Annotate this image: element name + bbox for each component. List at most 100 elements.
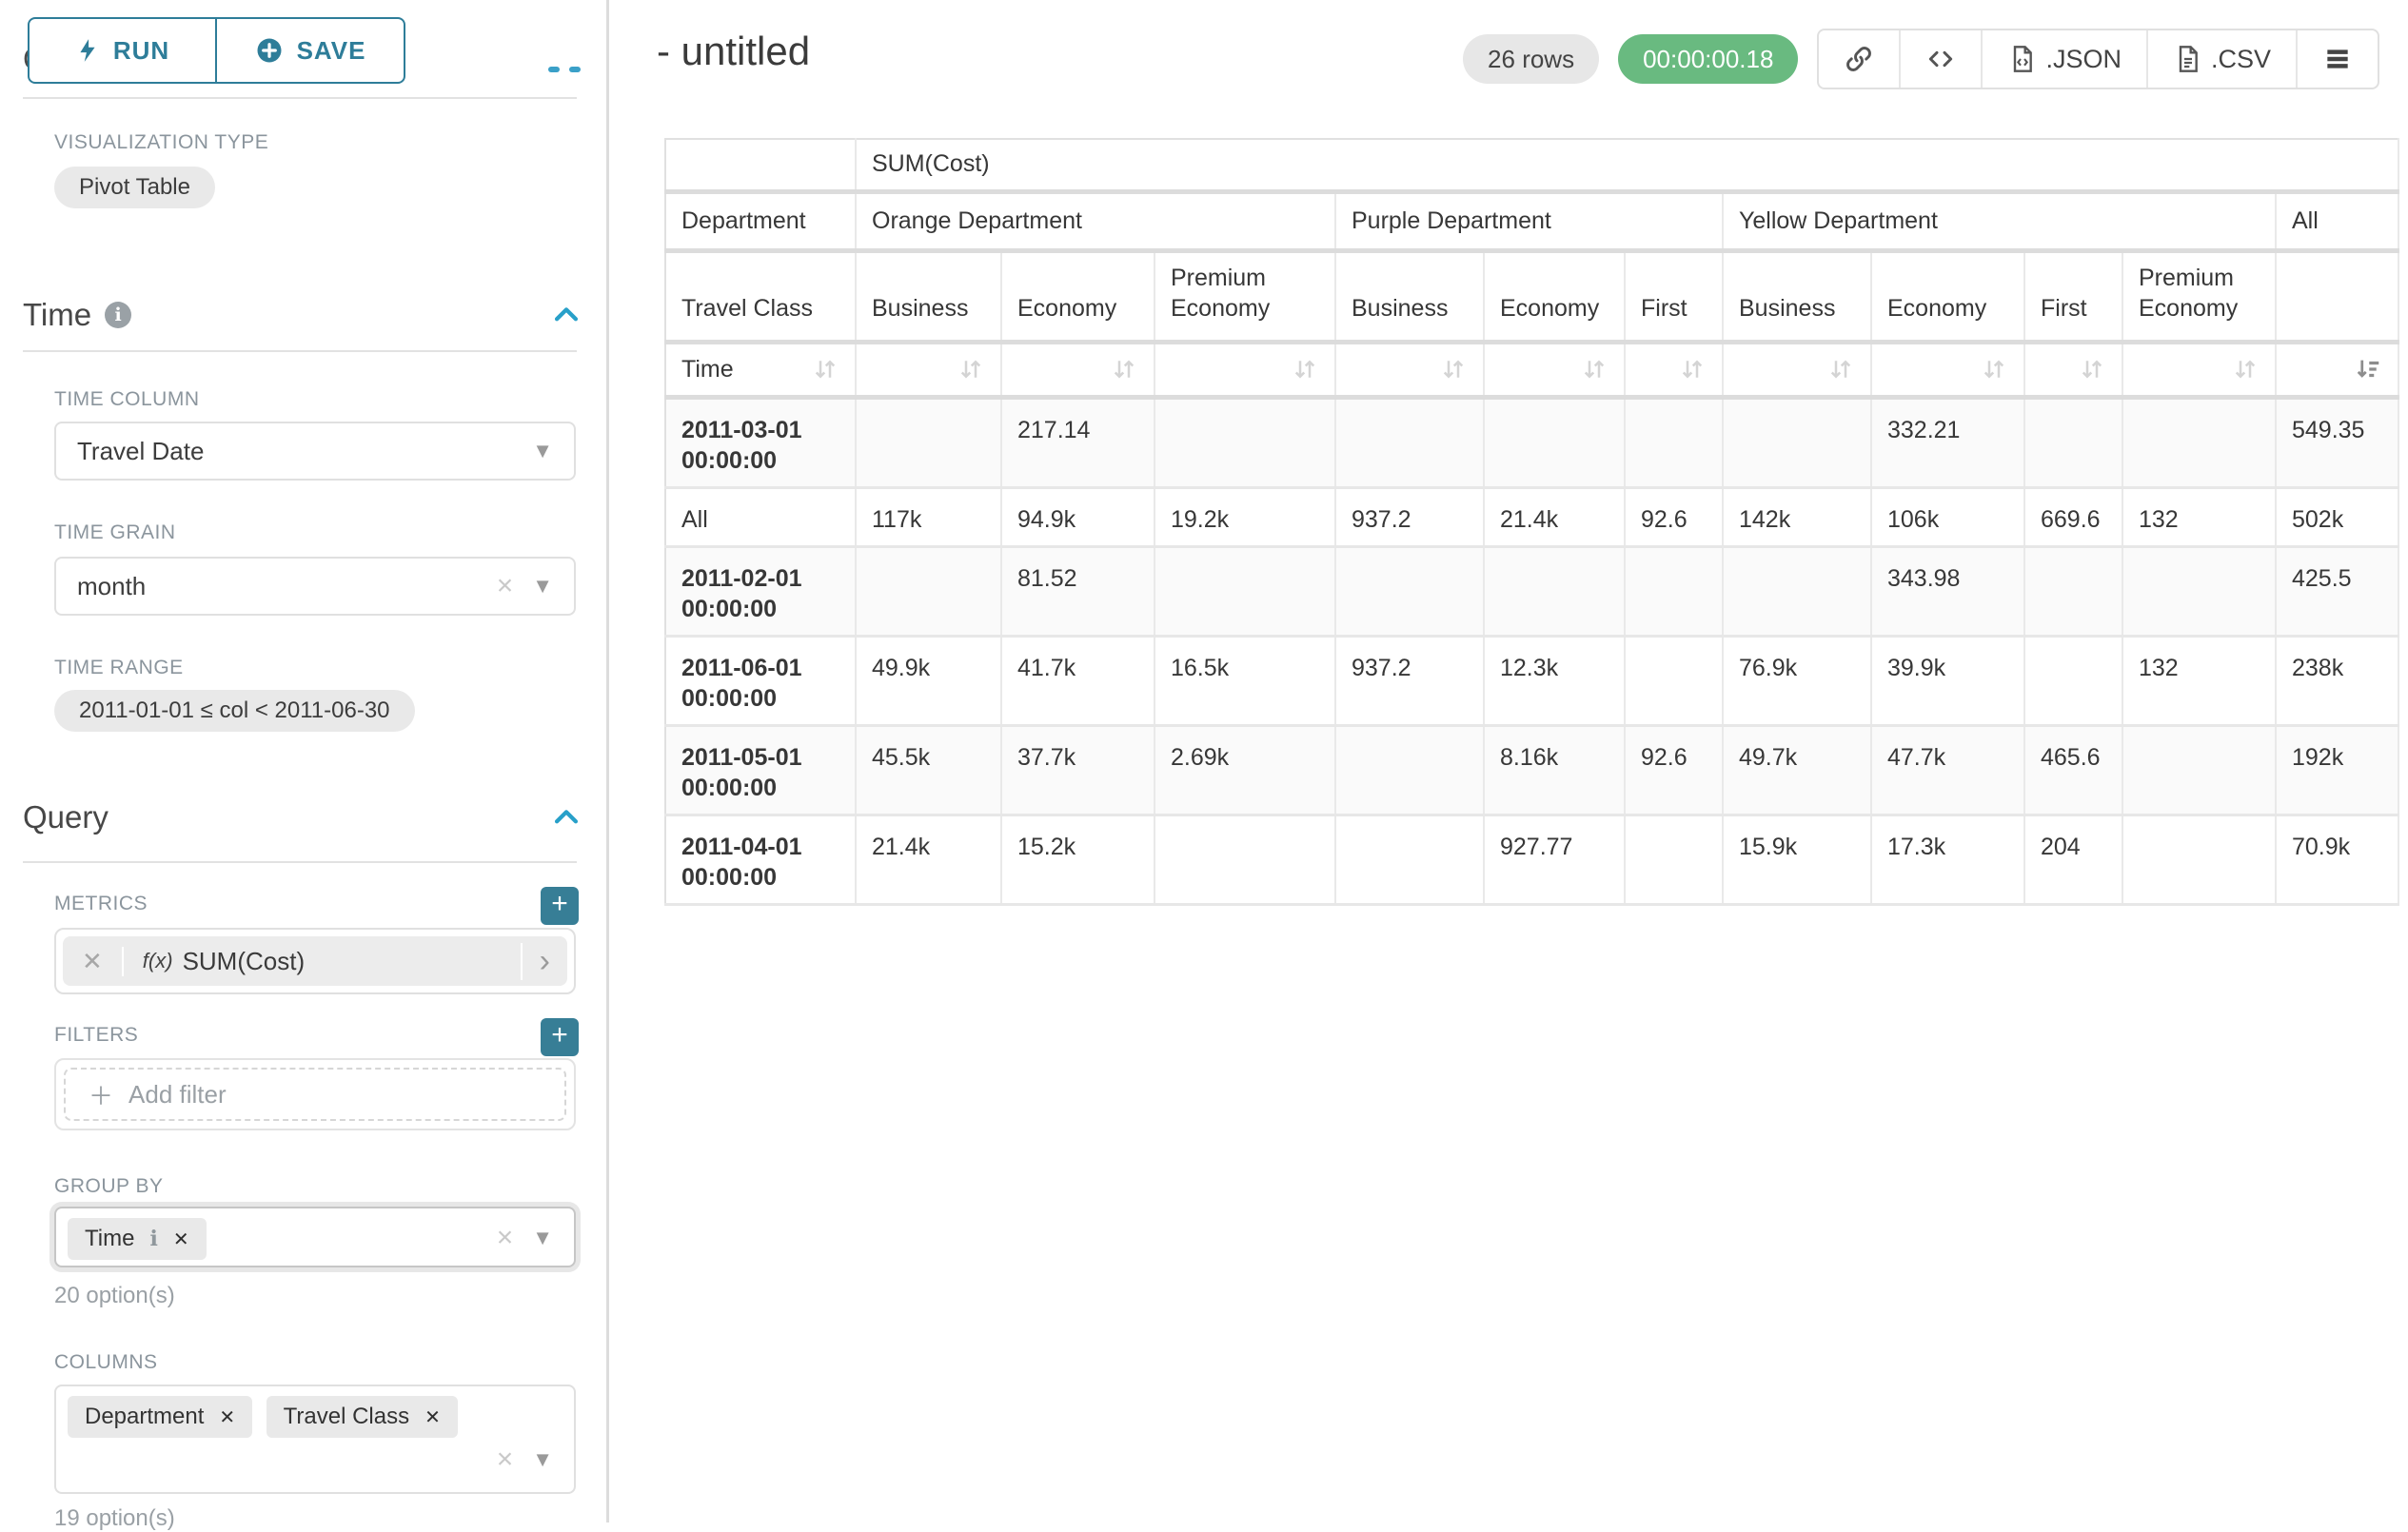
- sort-toggle-icon[interactable]: [1678, 355, 1707, 383]
- section-divider: [23, 97, 577, 99]
- sort-toggle-icon[interactable]: [1110, 355, 1138, 383]
- sort-toggle-icon[interactable]: [1980, 355, 2008, 383]
- time-column-value: Travel Date: [77, 436, 205, 465]
- metric-chip[interactable]: ✕ f(x) SUM(Cost) ›: [63, 936, 567, 986]
- chevron-up-icon[interactable]: [550, 801, 582, 834]
- pivot-value-cell: [1625, 636, 1724, 727]
- save-button[interactable]: SAVE: [216, 17, 405, 84]
- columns-chip[interactable]: Travel Class ✕: [266, 1396, 458, 1438]
- pivot-value-cell: [856, 397, 1002, 489]
- pivot-value-cell: [1155, 815, 1336, 906]
- chip-label: Travel Class: [283, 1404, 410, 1429]
- time-range-pill[interactable]: 2011-01-01 ≤ col < 2011-06-30: [54, 690, 415, 732]
- menu-button[interactable]: [2298, 30, 2378, 88]
- columns-select[interactable]: Department ✕ Travel Class ✕ × ▼: [54, 1385, 576, 1494]
- pivot-value-cell: 192k: [2276, 725, 2399, 816]
- pivot-class-header: Business: [856, 250, 1002, 344]
- clear-icon[interactable]: ×: [496, 1444, 514, 1475]
- run-button-label: RUN: [112, 35, 170, 65]
- pivot-sort-cell: [856, 342, 1002, 400]
- sort-toggle-icon[interactable]: [2231, 355, 2260, 383]
- metrics-box: ✕ f(x) SUM(Cost) ›: [54, 928, 576, 994]
- pivot-value-cell: 132: [2122, 636, 2277, 727]
- chart-title[interactable]: - untitled: [657, 29, 811, 73]
- viz-type-pill[interactable]: Pivot Table: [54, 167, 215, 208]
- pivot-value-cell: 343.98: [1871, 546, 2025, 638]
- pivot-department-header: All: [2276, 191, 2399, 253]
- group-by-chip[interactable]: Time i ✕: [68, 1218, 207, 1260]
- query-section-title: Query: [23, 799, 109, 835]
- export-csv-button[interactable]: .CSV: [2148, 30, 2298, 88]
- filters-label: FILTERS: [54, 1024, 139, 1046]
- sort-toggle-icon[interactable]: [1439, 355, 1468, 383]
- sort-toggle-icon[interactable]: [1580, 355, 1609, 383]
- pivot-row-dim-label: Time: [665, 342, 857, 400]
- pivot-value-cell: 465.6: [2024, 725, 2123, 816]
- pivot-metric-header: SUM(Cost): [856, 139, 2399, 194]
- pivot-value-cell: 21.4k: [856, 815, 1002, 906]
- group-by-select[interactable]: Time i ✕ × ▼: [54, 1207, 576, 1267]
- pivot-value-cell: 19.2k: [1155, 487, 1336, 548]
- time-column-select[interactable]: Travel Date ▼: [54, 422, 576, 481]
- caret-down-icon[interactable]: ▼: [532, 1226, 553, 1249]
- pivot-class-header: Economy: [1001, 250, 1155, 344]
- sort-toggle-icon[interactable]: [1291, 355, 1319, 383]
- pivot-class-header: First: [2024, 250, 2123, 344]
- run-save-button-group: RUN SAVE: [28, 17, 405, 84]
- chevron-up-icon[interactable]: [550, 299, 582, 331]
- time-grain-select[interactable]: month × ▼: [54, 557, 576, 616]
- sort-toggle-icon[interactable]: [2078, 355, 2106, 383]
- pivot-value-cell: 142k: [1723, 487, 1872, 548]
- pivot-department-header: Orange Department: [856, 191, 1336, 253]
- caret-down-icon[interactable]: ▼: [532, 1447, 553, 1471]
- pivot-value-cell: [1155, 397, 1336, 489]
- pivot-table: SUM(Cost) Department Orange Department Purp…: [664, 138, 2399, 906]
- add-filter-button[interactable]: ＋ Add filter: [64, 1068, 566, 1121]
- clear-icon[interactable]: ×: [496, 1222, 514, 1253]
- time-grain-value: month: [77, 571, 147, 600]
- add-metric-button[interactable]: +: [541, 887, 579, 925]
- pivot-value-cell: [1625, 546, 1724, 638]
- pivot-class-header: Business: [1723, 250, 1872, 344]
- pivot-value-cell: 332.21: [1871, 397, 2025, 489]
- pivot-value-cell: [1625, 815, 1724, 906]
- pivot-value-cell: [2024, 397, 2123, 489]
- sort-toggle-icon[interactable]: [957, 355, 985, 383]
- chevron-right-icon[interactable]: ›: [520, 942, 567, 980]
- run-button[interactable]: RUN: [28, 17, 216, 84]
- pivot-value-cell: [1484, 397, 1626, 489]
- clear-icon[interactable]: ×: [496, 570, 514, 601]
- embed-code-button[interactable]: [1901, 30, 1984, 88]
- pivot-value-cell: 502k: [2276, 487, 2399, 548]
- plus-circle-icon: [257, 38, 282, 63]
- sort-toggle-icon[interactable]: [811, 355, 839, 383]
- chip-close-icon[interactable]: ✕: [424, 1406, 441, 1428]
- pivot-value-cell: 37.7k: [1001, 725, 1155, 816]
- pivot-value-cell: 669.6: [2024, 487, 2123, 548]
- columns-options-hint: 19 option(s): [54, 1505, 175, 1531]
- pivot-value-cell: 937.2: [1335, 636, 1485, 727]
- share-link-button[interactable]: [1819, 30, 1902, 88]
- chip-close-icon[interactable]: ✕: [219, 1406, 236, 1428]
- add-filter-plus-button[interactable]: +: [541, 1018, 579, 1056]
- pivot-value-cell: [1335, 815, 1485, 906]
- query-section-header: Query: [23, 799, 582, 835]
- columns-chip[interactable]: Department ✕: [68, 1396, 253, 1438]
- export-json-button[interactable]: .JSON: [1983, 30, 2148, 88]
- pivot-value-cell: [2122, 397, 2277, 489]
- remove-metric-icon[interactable]: ✕: [63, 946, 124, 976]
- pivot-value-cell: 41.7k: [1001, 636, 1155, 727]
- pivot-class-header: Economy: [1484, 250, 1626, 344]
- sort-toggle-icon[interactable]: [1826, 355, 1855, 383]
- sort-desc-icon[interactable]: [2354, 355, 2382, 383]
- info-icon: i: [105, 302, 132, 328]
- caret-down-icon: ▼: [532, 574, 553, 598]
- group-by-options-hint: 20 option(s): [54, 1283, 175, 1308]
- pivot-row-header: 2011-03-01 00:00:00: [665, 397, 857, 489]
- pivot-value-cell: [2122, 725, 2277, 816]
- plus-icon: ＋: [89, 1081, 114, 1110]
- chip-close-icon[interactable]: ✕: [172, 1228, 189, 1250]
- pivot-class-header: Business: [1335, 250, 1485, 344]
- pivot-class-header: First: [1625, 250, 1724, 344]
- chip-label: Department: [85, 1404, 205, 1429]
